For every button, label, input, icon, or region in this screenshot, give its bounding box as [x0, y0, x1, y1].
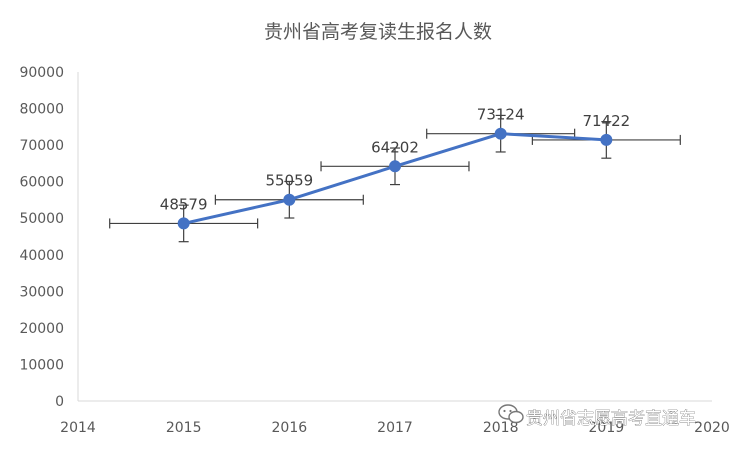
data-point: [177, 217, 190, 230]
x-tick-label: 2018: [483, 420, 519, 436]
y-tick-label: 70000: [19, 138, 64, 154]
y-tick-label: 0: [55, 394, 64, 410]
y-tick-label: 60000: [19, 175, 64, 191]
data-label: 73124: [477, 106, 525, 124]
data-labels: 48579 55059 64202 73124 71422: [160, 106, 630, 214]
data-label: 71422: [582, 112, 630, 130]
wechat-icon: [498, 404, 524, 424]
data-label: 64202: [371, 138, 419, 156]
x-tick-label: 2015: [166, 420, 202, 436]
data-point: [389, 160, 401, 173]
y-tick-label: 30000: [19, 284, 64, 300]
data-point: [283, 193, 296, 206]
y-tick-label: 90000: [19, 65, 64, 81]
watermark: 贵州省志愿高考直通车: [498, 404, 696, 429]
data-points: [177, 127, 613, 230]
y-tick-label: 40000: [19, 248, 64, 264]
data-label: 48579: [160, 195, 208, 213]
x-tick-label: 2020: [694, 420, 730, 436]
watermark-text: 贵州省志愿高考直通车: [526, 409, 696, 429]
y-tick-label: 80000: [19, 102, 64, 118]
chart-title: 贵州省高考复读生报名人数: [264, 21, 492, 43]
y-tick-label: 20000: [19, 321, 64, 337]
x-tick-label: 2016: [272, 420, 308, 436]
data-point: [494, 127, 507, 140]
y-tick-label: 50000: [19, 211, 64, 227]
error-bars: [109, 114, 681, 243]
x-tick-label: 2017: [377, 420, 413, 436]
y-tick-label: 10000: [19, 357, 64, 373]
x-tick-label: 2014: [60, 420, 96, 436]
x-tick-label: 2019: [589, 420, 625, 436]
data-point: [600, 133, 613, 146]
axes: 0 10000 20000 30000 40000 50000 60000 70000 8000…: [19, 65, 729, 436]
data-label: 55059: [265, 172, 313, 190]
